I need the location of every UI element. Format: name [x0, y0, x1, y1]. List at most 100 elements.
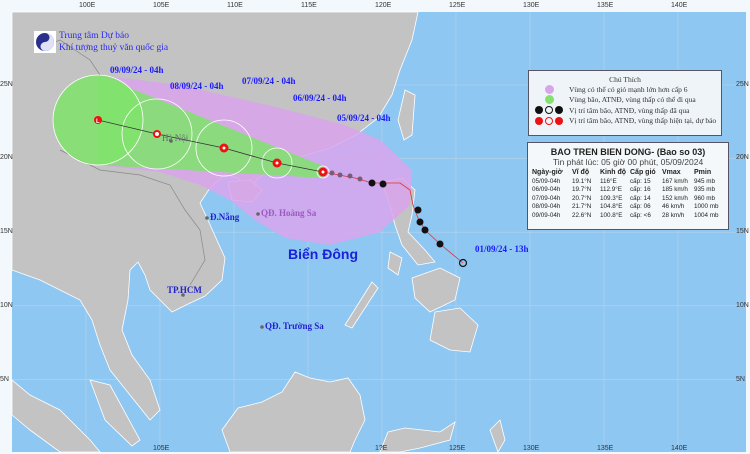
- table-cell: 19.7°N: [572, 186, 592, 194]
- lon-label: 125E: [449, 2, 466, 9]
- table-cell: 109.3°E: [600, 194, 623, 202]
- svg-text:L: L: [96, 119, 100, 125]
- lon-label: 115E: [301, 2, 317, 9]
- track-label-0509: 05/09/24 - 04h: [337, 113, 391, 123]
- lon-label: 135E: [597, 2, 614, 9]
- table-cell: 152 km/h: [662, 194, 688, 202]
- track-label-0809: 08/09/24 - 04h: [170, 81, 224, 91]
- table-cell: 09/09-04h: [532, 211, 561, 219]
- table-cell: 1004 mb: [694, 211, 719, 219]
- table-cell: 07/09-04h: [532, 194, 561, 202]
- table-cell: 1000 mb: [694, 203, 719, 211]
- place-hcm: TP.HCM: [167, 285, 202, 295]
- lon-label: 125E: [449, 445, 466, 452]
- lon-label: 110E: [227, 2, 243, 9]
- bulletin-title: BAO TREN BIEN DONG- (Bao so 03): [550, 147, 706, 157]
- legend-label: Vị trí tâm bão, ATNĐ, vùng thấp đã qua: [569, 105, 690, 115]
- lat-label: 5N: [736, 376, 745, 383]
- table-cell: 116°E: [600, 178, 617, 185]
- past-positions: [329, 170, 468, 268]
- table-cell: 945 mb: [694, 178, 716, 185]
- agency-name-line2: Khí tượng thuỷ văn quốc gia: [59, 43, 169, 53]
- bulletin-issued: Tin phát lúc: 05 giờ 00 phút, 05/09/2024: [552, 157, 704, 167]
- legend-item: Vùng bão, ATNĐ, vùng thấp có thể đi qua: [529, 95, 721, 106]
- place-hoang-sa: QĐ. Hoàng Sa: [261, 208, 317, 218]
- place-truong-sa: QĐ. Trường Sa: [265, 321, 324, 331]
- depression-icon-08: [153, 130, 161, 138]
- legend-label: Vị trí tâm bão, ATNĐ, vùng thấp hiện tại…: [569, 116, 717, 126]
- past-depression-icon: [545, 106, 553, 115]
- storm-icon-07: [219, 143, 229, 153]
- table-cell: 28 km/h: [662, 211, 685, 219]
- table-cell: 185 km/h: [662, 186, 688, 194]
- table-row: 08/09-04h 21.7°N 104.8°E cấp: 06 46 km/h 1000…: [528, 203, 728, 211]
- past-low-icon: [555, 106, 563, 115]
- legend-label: Vùng có thể có gió mạnh lớn hơn cấp 6: [569, 84, 688, 94]
- column-header: Kinh độ: [600, 169, 627, 176]
- agency-logo: [34, 31, 56, 53]
- table-cell: 46 km/h: [662, 203, 685, 211]
- lon-label: 140E: [671, 2, 688, 9]
- place-hanoi: Hà Nội: [162, 133, 189, 143]
- lat-label: 5N: [0, 376, 9, 383]
- table-cell: 112.9°E: [600, 186, 623, 194]
- table-cell: 167 km/h: [662, 178, 688, 185]
- table-cell: cấp: <6: [630, 211, 651, 219]
- lon-label: 105E: [153, 2, 170, 9]
- table-cell: 935 mb: [694, 186, 716, 194]
- forecast-depression-icon: [545, 116, 553, 125]
- table-cell: 20.7°N: [572, 194, 592, 202]
- table-header: Ngày-giờ Vĩ độ Kinh độ Cấp gió Vmax Pmin: [528, 168, 728, 178]
- mindoro: [387, 251, 403, 276]
- lon-label: 130E: [523, 445, 540, 452]
- table-cell: 100.8°E: [600, 211, 623, 219]
- lat-label: 25N: [736, 81, 749, 88]
- past-storm-icon: [436, 240, 444, 248]
- legend-title: Chú Thích: [609, 75, 641, 84]
- lat-label: 20N: [736, 154, 749, 161]
- table-cell: 22.6°N: [572, 211, 592, 219]
- lon-label: 130E: [523, 2, 540, 9]
- past-storm-icon: [414, 206, 422, 214]
- column-header: Ngày-giờ: [532, 169, 563, 176]
- legend-item: Vị trí tâm bão, ATNĐ, vùng thấp đã qua: [529, 105, 721, 116]
- lon-label: 120E: [375, 2, 392, 9]
- column-header: Pmin: [694, 169, 712, 176]
- table-cell: 104.8°E: [600, 203, 623, 211]
- sulawesi: [379, 421, 456, 453]
- lat-label: 15N: [736, 228, 749, 235]
- legend: Chú Thích Vùng có thể có gió mạnh lớn hơ…: [528, 70, 722, 136]
- storm-icon-06: [272, 158, 282, 168]
- column-header: Cấp gió: [630, 169, 656, 176]
- palawan: [344, 281, 379, 329]
- track-label-0709: 07/09/24 - 04h: [242, 76, 296, 86]
- lon-label: 140E: [671, 445, 688, 452]
- table-row: 07/09-04h 20.7°N 109.3°E cấp: 14 152 km/h 960…: [528, 195, 728, 203]
- legend-item: Vị trí tâm bão, ATNĐ, vùng thấp hiện tại…: [529, 116, 721, 127]
- forecast-low-icon: [555, 116, 563, 125]
- past-storm-icon: [421, 226, 429, 234]
- lat-label: 15N: [0, 228, 13, 235]
- table-cell: 19.1°N: [572, 178, 592, 185]
- lat-label: 20N: [0, 154, 13, 161]
- track-label-0909: 09/09/24 - 04h: [110, 65, 164, 75]
- column-header: Vĩ độ: [572, 169, 590, 176]
- lat-label: 25N: [0, 81, 13, 88]
- forecast-storm-icon: [535, 116, 543, 125]
- borneo: [221, 371, 366, 453]
- sumatra: [11, 379, 101, 453]
- table-cell: cấp: 16: [630, 186, 651, 194]
- mindanao: [429, 307, 479, 353]
- table-row: 06/09-04h 19.7°N 112.9°E cấp: 16 185 km/h 935…: [528, 186, 728, 194]
- storm-icon-current: [318, 167, 328, 177]
- track-label-0609: 06/09/24 - 04h: [293, 93, 347, 103]
- bulletin-table: BAO TREN BIEN DONG- (Bao so 03) Tin phát…: [527, 142, 729, 230]
- agency-header: Trung tâm Dự báo Khí tượng thuỷ văn quốc…: [34, 30, 168, 54]
- lon-label: 1?E: [375, 445, 388, 452]
- visayas: [411, 267, 461, 313]
- forecast-positions: L: [94, 116, 328, 177]
- table-row: 09/09-04h 22.6°N 100.8°E cấp: <6 28 km/h 1004…: [528, 212, 728, 220]
- lon-label: 100E: [79, 2, 96, 9]
- forecast-circles: [52, 74, 330, 179]
